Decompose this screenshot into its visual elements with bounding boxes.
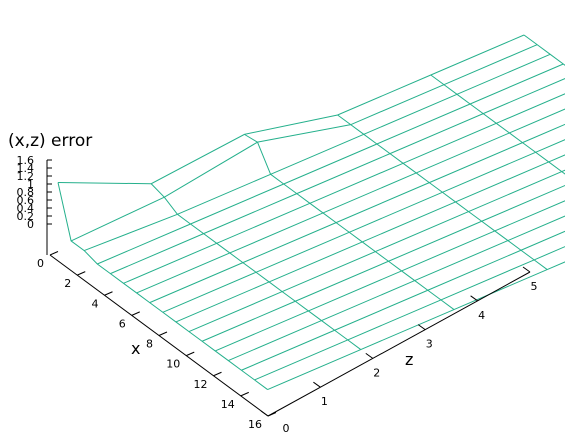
mesh-line-x-14 <box>241 230 565 371</box>
mesh-line-x-10 <box>188 169 565 333</box>
mesh-line-x-7 <box>149 123 565 304</box>
value-tick-label: 0.8 <box>17 186 35 199</box>
z-tick-label: 0 <box>283 422 290 435</box>
z-tick-label: 3 <box>426 338 433 351</box>
z-tick-mark <box>522 266 531 273</box>
mesh-line-z-5 <box>523 34 565 66</box>
mesh-line-x-16 <box>267 261 565 391</box>
mesh-line-x-2 <box>84 53 551 252</box>
mesh-line-x-11 <box>201 184 565 342</box>
mesh-line-x-8 <box>162 139 565 313</box>
mesh-line-x-5 <box>123 93 565 284</box>
surface-mesh <box>57 34 565 391</box>
z-tick-mark <box>470 295 478 302</box>
x-tick-mark <box>186 351 195 357</box>
x-tick-mark <box>49 251 59 256</box>
value-tick-label: 1.6 <box>17 154 35 167</box>
x-tick-label: 12 <box>194 378 208 391</box>
tick-labels: 024681012141612345000.20.40.60.811.21.41… <box>17 154 538 435</box>
z-tick-label: 2 <box>373 366 380 379</box>
x-tick-label: 2 <box>64 277 71 290</box>
x-tick-label: 14 <box>221 398 235 411</box>
value-tick-label: 1 <box>27 178 34 191</box>
z-tick-label: 4 <box>478 309 485 322</box>
x-axis-title: x <box>131 339 140 358</box>
mesh-line-x-12 <box>215 200 565 352</box>
x-tick-label: 10 <box>166 358 180 371</box>
x-tick-mark <box>267 412 277 417</box>
mesh-line-x-0 <box>57 34 525 185</box>
mesh-line-x-9 <box>175 154 565 323</box>
value-tick-label: 0.4 <box>17 202 35 215</box>
z-tick-mark <box>365 352 374 359</box>
mesh-line-z-2 <box>244 133 455 310</box>
x-tick-mark <box>131 311 140 316</box>
z-tick-label: 1 <box>321 395 328 408</box>
x-tick-label: 8 <box>146 338 153 351</box>
z-axis-title: (x,z) error <box>8 131 92 151</box>
mesh-line-x-13 <box>228 215 565 362</box>
mesh-line-x-4 <box>110 77 565 275</box>
mesh-line-x-1 <box>70 44 538 242</box>
value-tick-label: 0 <box>27 218 34 231</box>
value-tick-label: 1.2 <box>17 170 35 183</box>
x-tick-mark <box>158 331 168 336</box>
value-tick-label: 0.6 <box>17 194 35 207</box>
mesh-line-x-6 <box>136 108 565 294</box>
z-axis-line <box>267 271 531 417</box>
z-tick-mark <box>417 324 426 331</box>
mesh-line-z-4 <box>430 74 565 175</box>
mesh-line-x-3 <box>97 63 564 265</box>
y-axis-title: z <box>405 350 413 369</box>
value-tick-label: 0.2 <box>17 210 35 223</box>
x-tick-label: 4 <box>92 297 99 310</box>
z-tick-mark <box>260 410 269 417</box>
z-tick-mark <box>313 381 321 388</box>
mesh-line-x-15 <box>254 246 565 381</box>
x-tick-label: 6 <box>119 317 126 330</box>
x-tick-mark <box>240 391 249 397</box>
mesh-line-z-1 <box>150 183 362 350</box>
z-tick-label: 5 <box>531 280 538 293</box>
mesh-line-z-0 <box>57 182 268 390</box>
x-tick-mark <box>213 371 222 377</box>
x-tick-mark <box>104 291 113 296</box>
x-tick-label: 0 <box>37 257 44 270</box>
axes <box>46 159 531 417</box>
x-tick-mark <box>77 271 86 276</box>
value-tick-label: 1.4 <box>17 162 35 175</box>
x-tick-label: 16 <box>248 418 262 431</box>
